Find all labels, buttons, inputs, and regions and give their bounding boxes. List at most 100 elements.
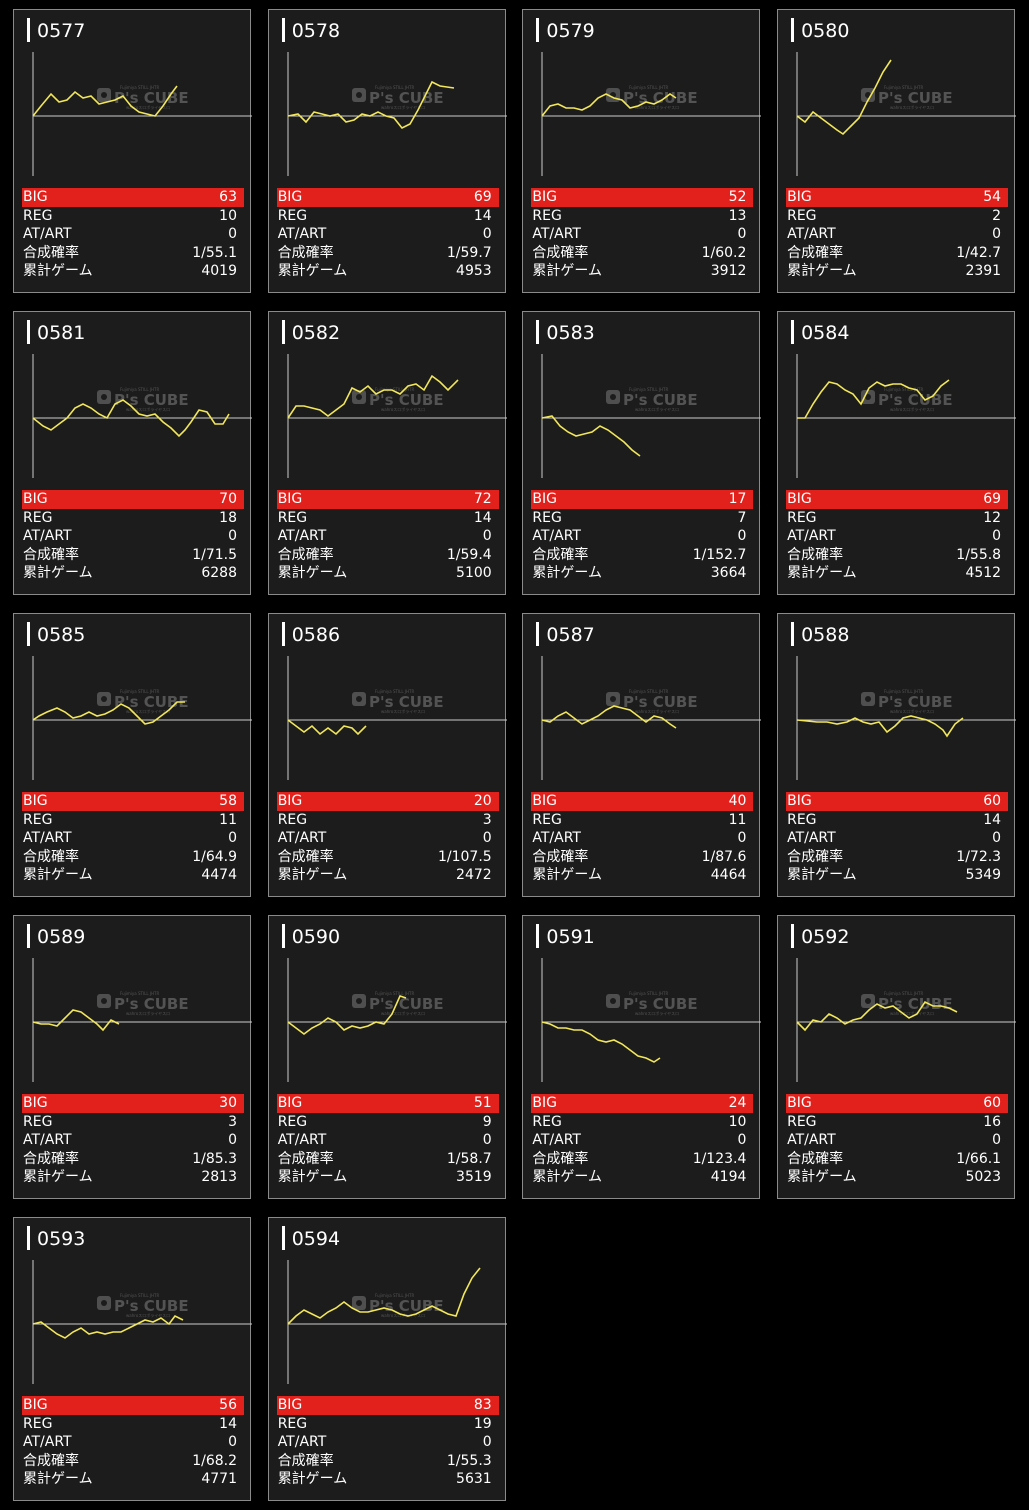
reg-row: REG 18 — [22, 509, 244, 528]
cube-logo-hole — [355, 998, 362, 1004]
combined-rate-row-value: 1/58.7 — [446, 1150, 492, 1167]
machine-card[interactable]: 0590 Fujimiya STILL JHTR P's CUBE wahroスロポラ… — [267, 915, 507, 1199]
slump-line — [542, 415, 641, 457]
machine-card[interactable]: 0593 Fujimiya STILL JHTR P's CUBE wahroスロポラ… — [13, 1217, 252, 1501]
at-art-row-value: 0 — [482, 1434, 492, 1451]
machine-card[interactable]: 0591 Fujimiya STILL JHTR P's CUBE wahroスロポラ… — [522, 915, 762, 1199]
machine-card[interactable]: 0588 Fujimiya STILL JHTR P's CUBE wahroスロポラ… — [777, 613, 1017, 897]
total-games-row-label: 累計ゲーム — [277, 1471, 348, 1488]
total-games-row: 累計ゲーム 5100 — [277, 564, 499, 583]
reg-row: REG 7 — [531, 509, 753, 528]
machine-card[interactable]: 0589 Fujimiya STILL JHTR P's CUBE wahroスロポラ… — [13, 915, 252, 1199]
watermark-bottom: wahroスロポライヤスロ — [126, 1312, 170, 1318]
reg-row-value: 12 — [983, 509, 1002, 526]
machine-card[interactable]: 0580 Fujimiya STILL JHTR P's CUBE wahroスロポラ… — [777, 9, 1017, 293]
at-art-row-value: 0 — [992, 226, 1002, 243]
big-row: BIG 69 — [276, 188, 499, 207]
combined-rate-row: 合成確率 1/55.3 — [277, 1452, 499, 1471]
at-art-row-label: AT/ART — [532, 830, 581, 847]
at-art-row-value: 0 — [228, 528, 237, 545]
machine-card[interactable]: 0585 Fujimiya STILL JHTR P's CUBE wahroスロポラ… — [13, 613, 252, 897]
big-row-label: BIG — [23, 1095, 48, 1111]
cube-logo-hole — [101, 92, 107, 98]
reg-row: REG 14 — [277, 509, 499, 528]
big-row: BIG 51 — [276, 1094, 499, 1113]
machine-card[interactable]: 0583 Fujimiya STILL JHTR P's CUBE wahroスロポラ… — [522, 311, 762, 595]
at-art-row-label: AT/ART — [23, 830, 72, 847]
at-art-row-label: AT/ART — [23, 1132, 72, 1149]
total-games-row: 累計ゲーム 4194 — [531, 1168, 753, 1187]
machine-card[interactable]: 0586 Fujimiya STILL JHTR P's CUBE wahroスロポラ… — [267, 613, 507, 897]
machine-number: 0594 — [281, 1226, 340, 1250]
reg-row-label: REG — [277, 1113, 308, 1130]
at-art-row: AT/ART 0 — [277, 829, 499, 848]
cube-logo-hole — [610, 998, 617, 1004]
big-row-label: BIG — [277, 1095, 303, 1111]
reg-row: REG 11 — [531, 811, 753, 830]
total-games-row-value: 2472 — [456, 867, 492, 884]
reg-row: REG 9 — [277, 1113, 499, 1132]
machine-card[interactable]: 0582 Fujimiya STILL JHTR P's CUBE wahroスロポラ… — [267, 311, 507, 595]
machine-number: 0591 — [536, 924, 595, 948]
at-art-row-value: 0 — [737, 830, 747, 847]
total-games-row-label: 累計ゲーム — [23, 263, 93, 280]
total-games-row-value: 6288 — [201, 565, 237, 582]
combined-rate-row-value: 1/55.1 — [192, 244, 237, 261]
reg-row-value: 14 — [983, 811, 1002, 828]
cube-logo-hole — [355, 1300, 362, 1306]
cube-logo-hole — [865, 696, 872, 702]
watermark-bottom: wahroスロポライヤスロ — [126, 104, 170, 110]
reg-row-value: 14 — [219, 1415, 237, 1432]
reg-row-label: REG — [532, 811, 562, 828]
machine-card[interactable]: 0592 Fujimiya STILL JHTR P's CUBE wahroスロポラ… — [777, 915, 1017, 1199]
cube-logo-hole — [355, 696, 362, 702]
big-row-label: BIG — [787, 1095, 812, 1111]
big-row: BIG 58 — [22, 792, 244, 811]
combined-rate-row: 合成確率 1/59.4 — [277, 546, 499, 565]
watermark-bottom: wahroスロポライヤスロ — [635, 708, 679, 714]
total-games-row-value: 2813 — [201, 1169, 237, 1186]
reg-row: REG 19 — [277, 1415, 499, 1434]
total-games-row-label: 累計ゲーム — [787, 263, 857, 280]
at-art-row: AT/ART 0 — [22, 527, 244, 546]
reg-row-label: REG — [787, 509, 817, 526]
big-row-label: BIG — [532, 1095, 557, 1111]
big-row-value: 51 — [473, 1095, 492, 1111]
machine-card[interactable]: 0594 Fujimiya STILL JHTR P's CUBE wahroスロポラ… — [267, 1217, 507, 1501]
machine-card[interactable]: 0584 Fujimiya STILL JHTR P's CUBE wahroスロポラ… — [777, 311, 1017, 595]
machine-card[interactable]: 0581 Fujimiya STILL JHTR P's CUBE wahroスロポラ… — [13, 311, 252, 595]
machine-number: 0581 — [27, 320, 85, 344]
combined-rate-row-label: 合成確率 — [532, 1150, 589, 1167]
at-art-row: AT/ART 0 — [22, 829, 244, 848]
machine-card[interactable]: 0578 Fujimiya STILL JHTR P's CUBE wahroスロポラ… — [267, 9, 507, 293]
combined-rate-row: 合成確率 1/72.3 — [786, 848, 1008, 867]
total-games-row: 累計ゲーム 5023 — [786, 1168, 1008, 1187]
reg-row-value: 11 — [219, 811, 237, 828]
total-games-row-value: 4464 — [710, 867, 747, 884]
big-row: BIG 83 — [276, 1396, 499, 1415]
watermark-top: Fujimiya STILL JHTR — [884, 689, 923, 694]
total-games-row-value: 2391 — [965, 263, 1002, 280]
combined-rate-row-label: 合成確率 — [23, 1150, 79, 1167]
total-games-row-label: 累計ゲーム — [787, 1169, 857, 1186]
machine-card[interactable]: 0577 Fujimiya STILL JHTR P's CUBE wahroスロポラ… — [13, 9, 252, 293]
machine-card[interactable]: 0579 Fujimiya STILL JHTR P's CUBE wahroスロポラ… — [522, 9, 762, 293]
machine-card[interactable]: 0587 Fujimiya STILL JHTR P's CUBE wahroスロポラ… — [522, 613, 762, 897]
big-row: BIG 60 — [786, 792, 1009, 811]
combined-rate-row: 合成確率 1/123.4 — [531, 1150, 753, 1169]
combined-rate-row-value: 1/85.3 — [192, 1150, 237, 1167]
total-games-row-label: 累計ゲーム — [532, 1169, 602, 1186]
machine-number: 0585 — [27, 622, 85, 646]
big-row-value: 60 — [983, 793, 1002, 809]
